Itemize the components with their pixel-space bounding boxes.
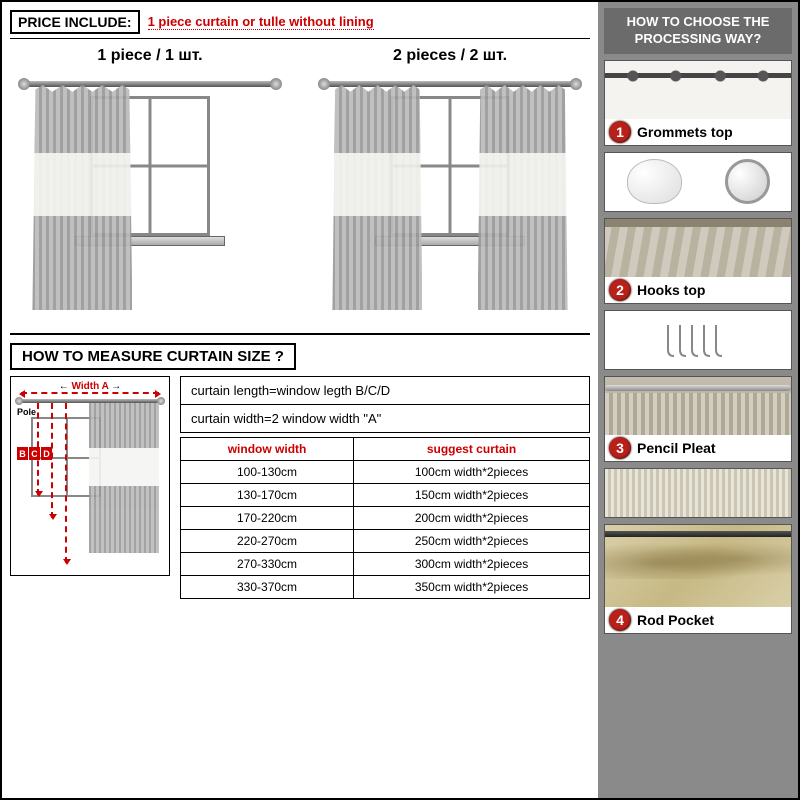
arrow-c [51,403,53,518]
arrow-b [37,403,39,495]
left-panel: PRICE INCLUDE: 1 piece curtain or tulle … [2,2,598,798]
hooks-accessories [604,310,792,370]
table-cell: 350cm width*2pieces [354,576,590,599]
grommets-illustration [605,61,791,119]
curtain-panel-left [332,85,422,310]
option-name-4: Rod Pocket [637,612,714,628]
curtain-panel-right [478,85,568,310]
option-name-3: Pencil Pleat [637,440,716,456]
table-cell: 170-220cm [181,507,354,530]
table-cell: 150cm width*2pieces [354,484,590,507]
option-pencil-pleat: 3 Pencil Pleat [604,376,792,462]
option-hooks-top: 2 Hooks top [604,218,792,304]
option-grommets-top: 1 Grommets top [604,60,792,146]
formula-width: curtain width=2 window width "A" [180,405,590,433]
table-cell: 100cm width*2pieces [354,461,590,484]
piece-2-block: 2 pieces / 2 шт. [310,47,590,321]
option-rod-pocket: 4 Rod Pocket [604,524,792,634]
hooks-illustration [605,219,791,277]
price-include-label: PRICE INCLUDE: [10,10,140,34]
size-table: window width suggest curtain 100-130cm10… [180,437,590,599]
table-row: 130-170cm150cm width*2pieces [181,484,590,507]
table-row: 170-220cm200cm width*2pieces [181,507,590,530]
measure-section: HOW TO MEASURE CURTAIN SIZE ? ← Width A … [10,333,590,599]
table-row: 100-130cm100cm width*2pieces [181,461,590,484]
price-include-text: 1 piece curtain or tulle without lining [148,14,374,30]
measure-body: ← Width A → Pole B C D [10,376,590,599]
label-b: B [17,447,28,460]
piece-1-label: 1 piece / 1 шт. [97,47,202,65]
curtain-panel [32,85,132,310]
pencil-pleat-illustration [605,377,791,435]
arrow-d [65,403,67,563]
right-panel: HOW TO CHOOSE THE PROCESSING WAY? 1 Grom… [598,2,798,798]
infographic-container: PRICE INCLUDE: 1 piece curtain or tulle … [0,0,800,800]
option-number-2: 2 [609,279,631,301]
measure-diagram: ← Width A → Pole B C D [10,376,170,576]
option-name-2: Hooks top [637,282,705,298]
table-row: 220-270cm250cm width*2pieces [181,530,590,553]
formula-length: curtain length=window legth B/C/D [180,376,590,405]
measure-title: HOW TO MEASURE CURTAIN SIZE ? [10,343,296,370]
piece-1-block: 1 piece / 1 шт. [10,47,290,321]
th-window-width: window width [181,438,354,461]
pieces-row: 1 piece / 1 шт. 2 pieces / 2 шт. [10,47,590,321]
table-row: 270-330cm300cm width*2pieces [181,553,590,576]
pencil-pleat-detail [604,468,792,518]
table-cell: 220-270cm [181,530,354,553]
processing-way-header: HOW TO CHOOSE THE PROCESSING WAY? [604,8,792,54]
diagram-curtain [89,403,159,553]
hooks-icon [658,320,738,360]
measure-formulas-and-table: curtain length=window legth B/C/D curtai… [180,376,590,599]
option-name-1: Grommets top [637,124,733,140]
ring-icon [725,159,770,204]
grommets-accessories [604,152,792,212]
table-cell: 200cm width*2pieces [354,507,590,530]
option-number-3: 3 [609,437,631,459]
table-cell: 270-330cm [181,553,354,576]
table-row: 330-370cm350cm width*2pieces [181,576,590,599]
tape-roll-icon [627,159,682,204]
table-cell: 250cm width*2pieces [354,530,590,553]
curtain-illustration-1 [10,71,290,321]
th-suggest-curtain: suggest curtain [354,438,590,461]
piece-2-label: 2 pieces / 2 шт. [393,47,507,65]
table-cell: 100-130cm [181,461,354,484]
option-number-1: 1 [609,121,631,143]
table-cell: 300cm width*2pieces [354,553,590,576]
curtain-illustration-2 [310,71,590,321]
width-a-label: ← Width A → [21,381,159,392]
option-number-4: 4 [609,609,631,631]
table-cell: 130-170cm [181,484,354,507]
rod-pocket-illustration [605,525,791,607]
table-cell: 330-370cm [181,576,354,599]
price-header: PRICE INCLUDE: 1 piece curtain or tulle … [10,10,590,39]
